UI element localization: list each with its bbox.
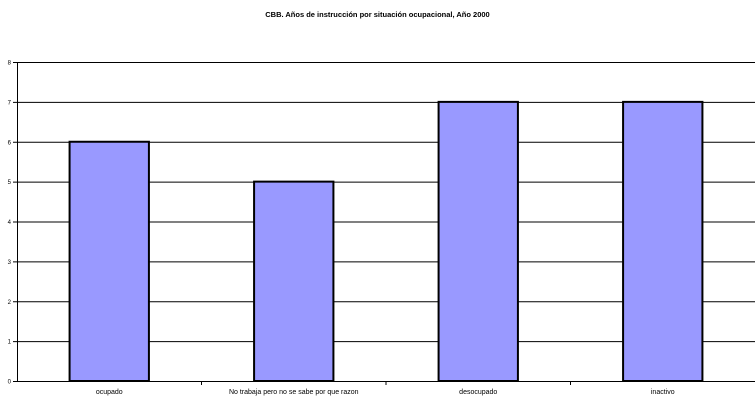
y-tick-label: 1 bbox=[8, 340, 12, 346]
y-tick-label: 3 bbox=[8, 260, 12, 266]
y-tick-label: 0 bbox=[8, 380, 12, 386]
x-axis: ocupado No trabaja pero no se sabe por qu… bbox=[17, 381, 755, 396]
x-category-label: desocupado bbox=[459, 389, 497, 396]
x-category-label: ocupado bbox=[96, 389, 123, 396]
bars bbox=[68, 100, 704, 382]
y-tick-label: 2 bbox=[8, 300, 12, 306]
y-axis: 0 1 2 3 4 5 6 7 8 bbox=[8, 61, 18, 386]
bar-0 bbox=[68, 140, 150, 382]
bar-3 bbox=[622, 100, 704, 382]
y-tick-label: 6 bbox=[8, 140, 12, 146]
y-tick-label: 7 bbox=[8, 100, 12, 106]
y-tick-label: 8 bbox=[8, 61, 12, 67]
bar-2 bbox=[437, 100, 519, 382]
y-tick-label: 5 bbox=[8, 180, 12, 186]
x-category-label: No trabaja pero no se sabe por que razon bbox=[229, 389, 359, 396]
chart-title: CBB. Años de instrucción por situación o… bbox=[265, 10, 490, 19]
y-tick-label: 4 bbox=[8, 220, 12, 226]
bar-1 bbox=[253, 180, 335, 382]
x-category-label: inactivo bbox=[651, 389, 675, 396]
